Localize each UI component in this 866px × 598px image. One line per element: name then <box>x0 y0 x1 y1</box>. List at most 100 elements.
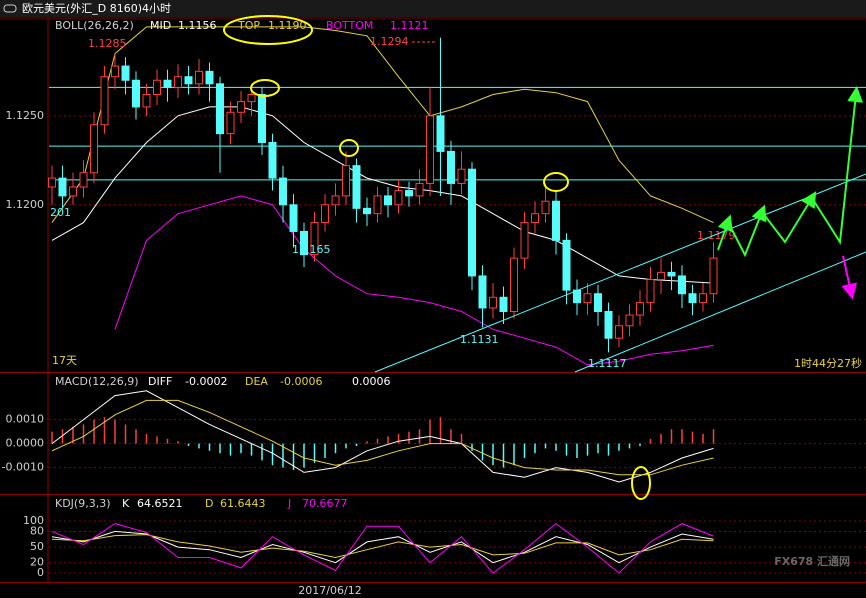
indicator-name: TOP <box>237 19 260 32</box>
boll-line <box>51 106 714 284</box>
macd-value: 0.0006 <box>352 375 391 388</box>
candle-body <box>583 293 592 304</box>
candle-body <box>415 182 424 197</box>
candle-body <box>373 195 382 215</box>
panel-title: MACD(12,26,9) <box>55 375 139 388</box>
candle-body <box>541 200 550 215</box>
forecast-arrow <box>761 191 817 244</box>
countdown: 1时44分27秒 <box>794 356 862 370</box>
indicator-value: 1.1190 <box>268 19 307 32</box>
indicator-value: 61.6443 <box>220 497 266 510</box>
candle-body <box>331 195 340 206</box>
candle-body <box>79 172 88 188</box>
candle-body <box>58 177 67 197</box>
macd-line <box>51 390 714 483</box>
candle-body <box>342 165 350 197</box>
y-tick-label: 50 <box>30 540 44 553</box>
candle-body <box>625 314 634 327</box>
window-title: 欧元美元(外汇_D 8160)4小时 <box>22 2 171 15</box>
frame <box>0 17 866 583</box>
panel-title: BOLL(26,26,2) <box>55 19 134 32</box>
price-annotation: 1.1117 <box>588 357 627 370</box>
candle-body <box>300 230 308 256</box>
candle-body <box>678 275 686 295</box>
candle-body <box>552 200 560 241</box>
candle-body <box>468 168 476 277</box>
forecast-arrow <box>717 214 733 251</box>
title-bar <box>0 0 866 17</box>
candle-body <box>184 76 193 85</box>
period-note: 17天 <box>52 354 77 367</box>
y-tick-label: 20 <box>30 556 44 569</box>
indicator-value: 1.1156 <box>178 19 217 32</box>
kdj-line <box>51 530 714 564</box>
candle-body <box>447 150 455 184</box>
candle-body <box>216 83 224 135</box>
price-annotation: 1.1294 <box>370 35 409 48</box>
price-annotation: 1.1131 <box>460 333 499 346</box>
candle-body <box>69 186 77 197</box>
candle-body <box>688 293 697 304</box>
highlight-ellipse <box>543 172 569 192</box>
candle-body <box>289 204 298 232</box>
forecast-arrow <box>841 255 858 300</box>
highlight-ellipse <box>339 139 359 157</box>
indicator-name: DEA <box>245 375 268 388</box>
candle-body <box>195 70 203 85</box>
candle-body <box>531 213 539 224</box>
candle-body <box>457 168 466 184</box>
candle-body <box>405 190 413 197</box>
indicator-value: 70.6677 <box>302 497 348 510</box>
candle-body <box>699 293 707 304</box>
candle-body <box>636 302 644 316</box>
candle-body <box>153 79 161 95</box>
title-icon <box>3 4 17 13</box>
indicator-value: 1.1121 <box>390 19 429 32</box>
candle-body <box>100 76 109 126</box>
price-annotation: 1.1285 <box>88 37 127 50</box>
indicator-value: -0.0006 <box>280 375 322 388</box>
indicator-name: MID <box>150 19 171 32</box>
forecast-arrow <box>727 204 767 258</box>
indicator-name: K <box>122 497 130 510</box>
highlight-ellipse <box>223 15 313 45</box>
y-tick-label: 100 <box>23 514 44 527</box>
candle-body <box>499 296 508 313</box>
channel-line <box>574 251 866 373</box>
indicator-name: BOTTOM <box>326 19 373 32</box>
y-tick-label: 1.1250 <box>6 109 45 122</box>
macd-line <box>51 399 714 476</box>
candle-body <box>174 76 182 88</box>
candle-body <box>426 115 434 184</box>
highlight-ellipse <box>631 466 651 500</box>
candle-body <box>520 222 529 259</box>
left-note: 201 <box>50 206 71 219</box>
candle-body <box>121 65 130 81</box>
indicator-name: DIFF <box>148 375 172 388</box>
candle-body <box>352 165 361 209</box>
candle-body <box>363 207 371 215</box>
candle-body <box>258 93 266 144</box>
candle-body <box>279 177 287 206</box>
candle-body <box>142 93 151 108</box>
y-tick-label: 0.0000 <box>6 437 45 450</box>
candle-body <box>510 257 518 313</box>
y-tick-label: 0.0010 <box>6 413 45 426</box>
candle-body <box>268 142 277 179</box>
indicator-value: -0.0002 <box>185 375 227 388</box>
highlight-ellipse <box>250 79 280 97</box>
candle-body <box>310 222 319 256</box>
y-tick-label: 0 <box>37 566 44 579</box>
candle-body <box>394 190 403 206</box>
kdj-line <box>51 534 714 559</box>
candle-body <box>615 325 623 339</box>
indicator-name: D <box>205 497 213 510</box>
candle-body <box>205 70 214 85</box>
candle-body <box>90 124 98 174</box>
price-annotation: 1.1165 <box>292 243 331 256</box>
candle-body <box>657 271 665 280</box>
candle-body <box>111 65 119 78</box>
candle-body <box>667 271 676 277</box>
